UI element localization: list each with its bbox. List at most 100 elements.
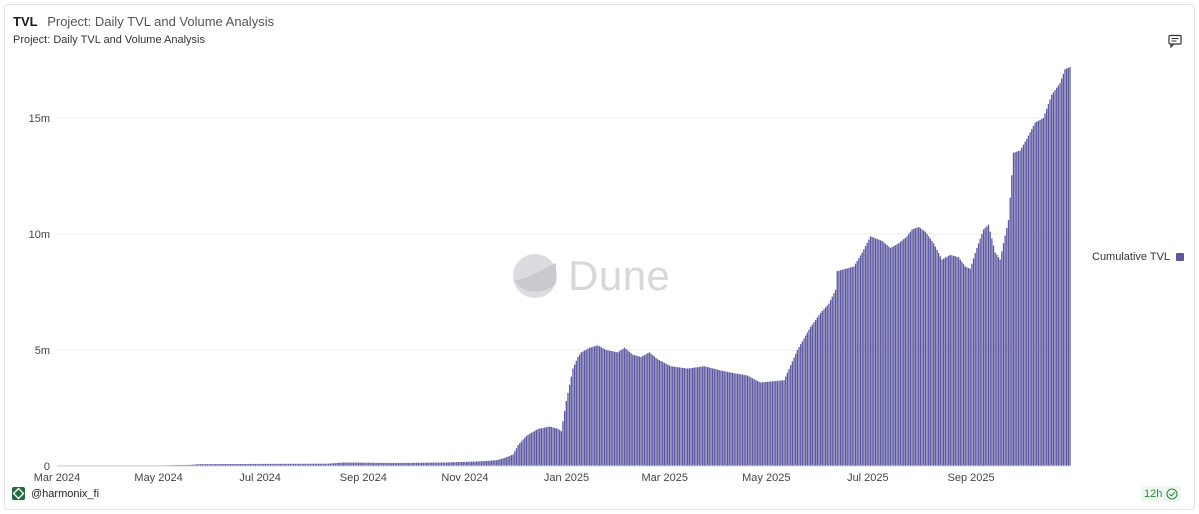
bar — [462, 461, 464, 466]
bar — [497, 459, 499, 466]
tab-title[interactable]: TVL — [13, 14, 38, 29]
bar — [648, 352, 651, 466]
bar — [500, 458, 503, 466]
bar — [331, 463, 333, 466]
bar — [532, 431, 534, 466]
bar — [665, 363, 667, 466]
bar — [833, 293, 835, 466]
bar — [539, 428, 541, 466]
bar — [520, 441, 523, 466]
bar — [607, 350, 609, 466]
bar — [931, 240, 933, 466]
bar — [314, 463, 316, 466]
chart-header: TVL Project: Daily TVL and Volume Analys… — [13, 14, 274, 29]
bar — [376, 462, 378, 466]
bar — [404, 462, 406, 466]
bar — [1057, 85, 1060, 467]
bar — [472, 461, 474, 466]
refresh-status[interactable]: 12h — [1141, 486, 1182, 502]
bar — [568, 384, 571, 466]
bar — [377, 462, 380, 466]
bar — [999, 259, 1001, 466]
bar — [730, 372, 732, 466]
bar — [509, 455, 511, 466]
bar — [899, 241, 902, 466]
bar — [391, 462, 393, 466]
bar — [268, 463, 270, 466]
query-title[interactable]: Project: Daily TVL and Volume Analysis — [47, 14, 275, 29]
bar — [846, 268, 848, 466]
bar — [527, 434, 529, 466]
bar — [341, 462, 343, 466]
bar — [1064, 69, 1066, 466]
bar — [1024, 141, 1026, 466]
bar — [389, 462, 391, 466]
bar — [718, 370, 720, 466]
bar — [1034, 122, 1036, 466]
bar — [1011, 175, 1013, 467]
bar — [224, 464, 227, 466]
bar — [537, 428, 539, 466]
bar — [429, 462, 431, 466]
bar — [620, 350, 622, 466]
bar — [549, 426, 551, 466]
bar — [735, 373, 737, 466]
bar — [253, 463, 255, 466]
bar — [1042, 118, 1045, 466]
bar — [289, 463, 292, 466]
bar — [564, 411, 566, 466]
bar — [1062, 73, 1064, 467]
x-tick-label: Sep 2024 — [340, 472, 387, 484]
bar — [655, 357, 657, 466]
bar — [475, 461, 478, 466]
bar — [465, 461, 468, 466]
bar — [841, 269, 843, 466]
bar — [381, 462, 383, 466]
bar — [449, 462, 451, 466]
comment-icon[interactable] — [1167, 34, 1183, 48]
author-link[interactable]: @harmonix_fi — [12, 487, 99, 500]
bar — [412, 462, 415, 466]
bar — [588, 347, 591, 466]
bar — [361, 462, 363, 466]
bar — [637, 356, 639, 466]
bar — [839, 270, 842, 466]
bar — [843, 269, 845, 466]
bar — [550, 427, 553, 466]
bar — [956, 256, 958, 466]
bar — [573, 364, 576, 466]
bar — [439, 462, 441, 466]
bar — [1017, 151, 1020, 466]
legend[interactable]: Cumulative TVL — [1092, 251, 1185, 263]
bar — [989, 231, 991, 466]
bar — [708, 367, 710, 466]
bar — [421, 462, 423, 466]
bar — [567, 392, 569, 466]
bar — [507, 456, 509, 466]
bar — [746, 375, 749, 466]
x-tick-label: Mar 2024 — [34, 472, 80, 484]
bar — [1069, 66, 1071, 467]
bar — [199, 464, 202, 466]
bar — [494, 460, 496, 466]
y-tick-label: 10m — [29, 229, 50, 241]
bar — [369, 462, 371, 466]
bar — [703, 366, 705, 466]
bar — [326, 463, 328, 466]
bar — [442, 462, 444, 466]
bar — [854, 263, 857, 466]
bar — [409, 462, 411, 466]
bar — [778, 380, 780, 466]
bar — [1006, 227, 1008, 466]
bar — [469, 461, 471, 466]
bar — [294, 463, 297, 466]
bar — [570, 376, 572, 466]
bar — [773, 381, 775, 466]
bar — [411, 462, 413, 466]
bar — [492, 460, 494, 466]
bar — [560, 431, 562, 466]
bar — [919, 228, 922, 466]
bar — [246, 463, 248, 466]
bar — [618, 351, 621, 466]
bar — [869, 236, 872, 466]
